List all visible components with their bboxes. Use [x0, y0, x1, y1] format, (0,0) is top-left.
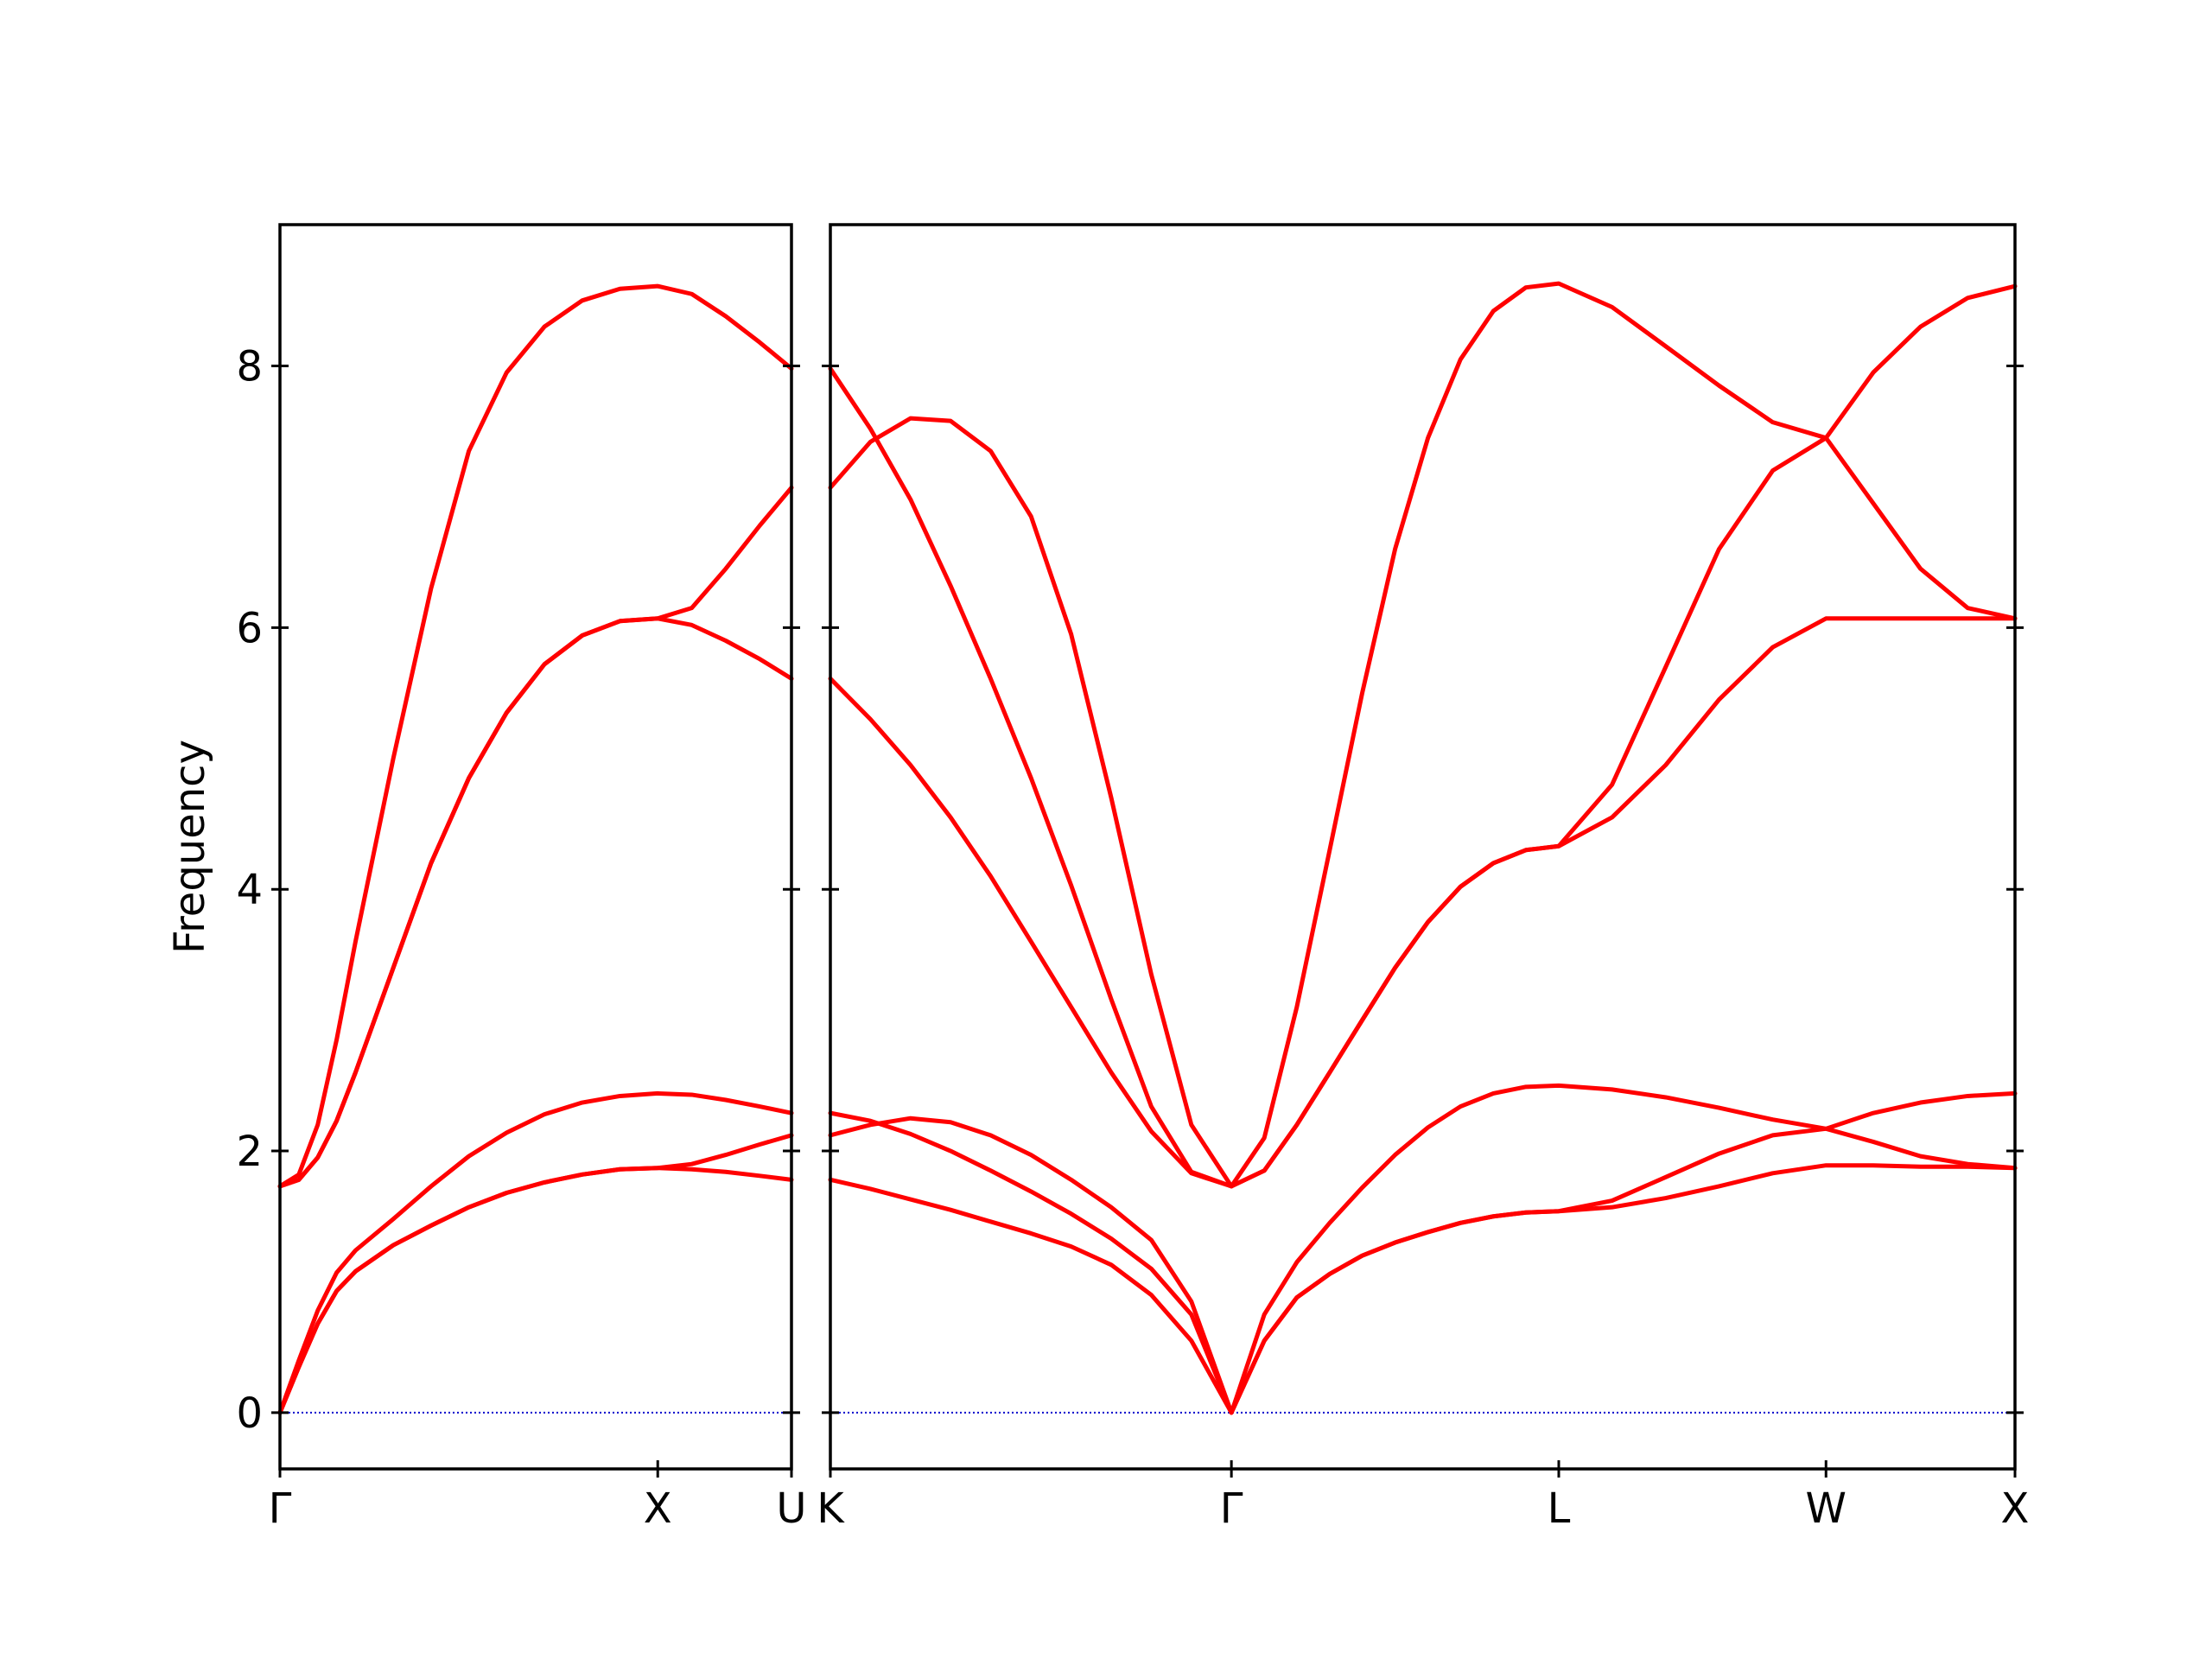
band-line [828, 1163, 2018, 1415]
band-line [828, 1083, 2018, 1415]
y-tick-label: 0 [236, 1389, 263, 1438]
band-line [828, 1090, 2018, 1415]
y-axis-label: Frequency [166, 740, 214, 954]
band-line [277, 283, 794, 1189]
y-tick-label: 2 [236, 1128, 263, 1176]
x-tick-label: K [817, 1484, 845, 1533]
plot-frame [278, 223, 793, 1471]
y-tick-label: 6 [236, 604, 263, 652]
x-tick-label: Γ [269, 1484, 292, 1533]
x-tick-label: L [1548, 1484, 1571, 1533]
band-line [277, 616, 794, 1189]
plot-frame [829, 223, 2017, 1471]
band-line [277, 485, 794, 1189]
band-line [828, 281, 2018, 1189]
band-line [277, 1166, 794, 1415]
band-line [277, 1133, 794, 1415]
band-line [277, 1090, 794, 1415]
x-tick-label: W [1806, 1484, 1847, 1533]
band-line [828, 616, 2018, 1189]
y-tick-label: 4 [236, 866, 263, 914]
x-tick-label: X [2001, 1484, 2030, 1533]
x-tick-label: Γ [1220, 1484, 1243, 1533]
band-line [828, 283, 2018, 1189]
x-tick-label: U [776, 1484, 806, 1533]
x-tick-label: X [644, 1484, 672, 1533]
y-tick-label: 8 [236, 343, 263, 391]
